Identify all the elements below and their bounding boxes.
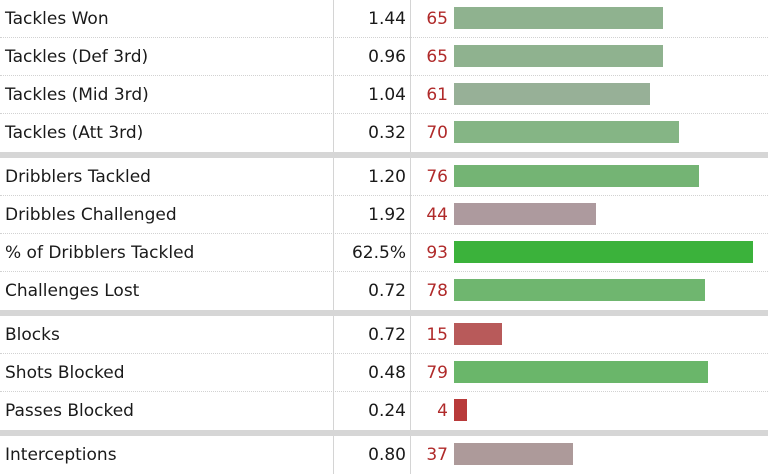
per90-value: 0.96 bbox=[368, 47, 406, 67]
percentile-value: 78 bbox=[426, 281, 448, 301]
per90-value: 0.24 bbox=[368, 401, 406, 421]
column-divider bbox=[333, 316, 334, 354]
column-divider bbox=[410, 158, 411, 196]
column-divider bbox=[410, 234, 411, 272]
per90-value: 62.5% bbox=[351, 243, 406, 263]
column-divider bbox=[410, 76, 411, 114]
table-row: Interceptions 0.80 37 bbox=[0, 436, 768, 474]
table-row: Tackles (Def 3rd) 0.96 65 bbox=[0, 38, 768, 76]
column-divider bbox=[333, 354, 334, 392]
stat-name: Tackles (Mid 3rd) bbox=[5, 85, 149, 105]
percentile-bar bbox=[454, 203, 596, 225]
table-row: Dribbles Challenged 1.92 44 bbox=[0, 196, 768, 234]
column-divider bbox=[333, 38, 334, 76]
percentile-value: 93 bbox=[426, 243, 448, 263]
section-separator bbox=[0, 152, 768, 158]
table-row: Passes Blocked 0.24 4 bbox=[0, 392, 768, 430]
table-row: Challenges Lost 0.72 78 bbox=[0, 272, 768, 310]
column-divider bbox=[410, 436, 411, 474]
stat-section: Dribblers Tackled 1.20 76 Dribbles Challeng… bbox=[0, 158, 768, 310]
per90-value: 0.48 bbox=[368, 363, 406, 383]
percentile-value: 65 bbox=[426, 47, 448, 67]
percentile-bar bbox=[454, 7, 663, 29]
column-divider bbox=[410, 392, 411, 430]
column-divider bbox=[333, 272, 334, 310]
per90-value: 0.72 bbox=[368, 281, 406, 301]
column-divider bbox=[333, 196, 334, 234]
percentile-value: 76 bbox=[426, 167, 448, 187]
table-row: % of Dribblers Tackled 62.5% 93 bbox=[0, 234, 768, 272]
column-divider bbox=[410, 272, 411, 310]
percentile-value: 37 bbox=[426, 445, 448, 465]
stat-name: Passes Blocked bbox=[5, 401, 134, 421]
column-divider bbox=[410, 114, 411, 152]
stat-section: Interceptions 0.80 37 bbox=[0, 436, 768, 474]
column-divider bbox=[333, 76, 334, 114]
percentile-value: 79 bbox=[426, 363, 448, 383]
stat-name: Shots Blocked bbox=[5, 363, 125, 383]
column-divider bbox=[333, 0, 334, 38]
percentile-value: 65 bbox=[426, 9, 448, 29]
column-divider bbox=[333, 392, 334, 430]
table-row: Shots Blocked 0.48 79 bbox=[0, 354, 768, 392]
table-row: Tackles (Mid 3rd) 1.04 61 bbox=[0, 76, 768, 114]
column-divider bbox=[333, 114, 334, 152]
column-divider bbox=[333, 234, 334, 272]
percentile-bar bbox=[454, 121, 679, 143]
stat-name: Dribbles Challenged bbox=[5, 205, 177, 225]
percentile-bar bbox=[454, 443, 573, 465]
stat-name: Tackles Won bbox=[5, 9, 109, 29]
per90-value: 0.32 bbox=[368, 123, 406, 143]
section-separator bbox=[0, 310, 768, 316]
column-divider bbox=[333, 436, 334, 474]
per90-value: 1.92 bbox=[368, 205, 406, 225]
percentile-value: 61 bbox=[426, 85, 448, 105]
stat-name: Tackles (Def 3rd) bbox=[5, 47, 149, 67]
stat-name: Tackles (Att 3rd) bbox=[5, 123, 144, 143]
section-separator bbox=[0, 430, 768, 436]
percentile-bar bbox=[454, 83, 650, 105]
per90-value: 1.04 bbox=[368, 85, 406, 105]
column-divider bbox=[410, 316, 411, 354]
percentile-bar bbox=[454, 323, 502, 345]
stat-name: Blocks bbox=[5, 325, 60, 345]
stat-name: Challenges Lost bbox=[5, 281, 140, 301]
table-row: Dribblers Tackled 1.20 76 bbox=[0, 158, 768, 196]
per90-value: 1.44 bbox=[368, 9, 406, 29]
stat-section: Blocks 0.72 15 Shots Blocked 0.48 79 Passes Bl… bbox=[0, 316, 768, 430]
table-row: Blocks 0.72 15 bbox=[0, 316, 768, 354]
table-row: Tackles (Att 3rd) 0.32 70 bbox=[0, 114, 768, 152]
percentile-value: 44 bbox=[426, 205, 448, 225]
stat-name: Interceptions bbox=[5, 445, 117, 465]
percentile-bar bbox=[454, 165, 699, 187]
per90-value: 1.20 bbox=[368, 167, 406, 187]
stat-section: Tackles Won 1.44 65 Tackles (Def 3rd) 0.96 65… bbox=[0, 0, 768, 152]
percentile-value: 70 bbox=[426, 123, 448, 143]
per90-value: 0.80 bbox=[368, 445, 406, 465]
column-divider bbox=[410, 196, 411, 234]
column-divider bbox=[410, 354, 411, 392]
column-divider bbox=[410, 38, 411, 76]
percentile-value: 15 bbox=[426, 325, 448, 345]
stat-name: % of Dribblers Tackled bbox=[5, 243, 195, 263]
percentile-value: 4 bbox=[437, 401, 448, 421]
per90-value: 0.72 bbox=[368, 325, 406, 345]
percentile-bar bbox=[454, 45, 663, 67]
column-divider bbox=[410, 0, 411, 38]
stat-name: Dribblers Tackled bbox=[5, 167, 151, 187]
percentile-bar bbox=[454, 279, 705, 301]
percentile-bar bbox=[454, 241, 753, 263]
column-divider bbox=[333, 158, 334, 196]
percentile-bar bbox=[454, 399, 467, 421]
percentile-bar bbox=[454, 361, 708, 383]
table-row: Tackles Won 1.44 65 bbox=[0, 0, 768, 38]
